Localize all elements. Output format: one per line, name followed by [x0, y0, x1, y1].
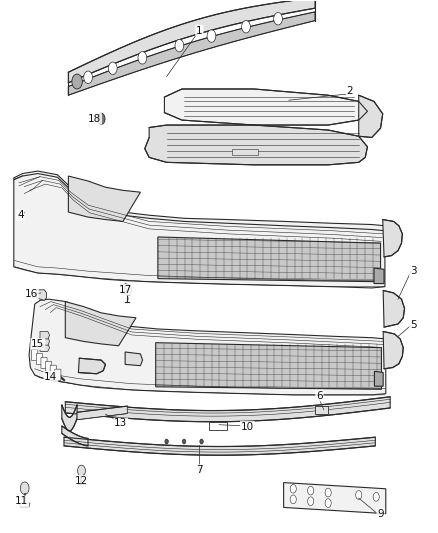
Circle shape: [207, 30, 216, 42]
Circle shape: [242, 20, 251, 33]
Text: 3: 3: [410, 266, 417, 276]
Polygon shape: [77, 406, 127, 420]
Circle shape: [200, 439, 203, 444]
Polygon shape: [40, 344, 49, 351]
Polygon shape: [40, 338, 49, 345]
Polygon shape: [383, 290, 405, 327]
Text: 5: 5: [410, 320, 417, 330]
Polygon shape: [124, 284, 132, 295]
Polygon shape: [164, 89, 367, 125]
FancyBboxPatch shape: [41, 357, 47, 368]
Polygon shape: [232, 149, 258, 155]
Polygon shape: [14, 174, 385, 288]
Polygon shape: [383, 332, 403, 369]
Circle shape: [325, 488, 331, 497]
Polygon shape: [36, 290, 46, 301]
Polygon shape: [65, 397, 390, 422]
Circle shape: [307, 497, 314, 506]
Polygon shape: [383, 220, 403, 257]
Circle shape: [109, 62, 117, 75]
Polygon shape: [374, 372, 383, 386]
Polygon shape: [29, 299, 386, 395]
Polygon shape: [315, 406, 328, 414]
Text: 10: 10: [241, 422, 254, 432]
Polygon shape: [209, 422, 227, 430]
Circle shape: [78, 465, 85, 477]
FancyBboxPatch shape: [36, 353, 42, 365]
FancyBboxPatch shape: [32, 350, 38, 361]
Polygon shape: [158, 237, 381, 282]
Polygon shape: [62, 405, 77, 431]
Text: 15: 15: [31, 339, 44, 349]
Polygon shape: [62, 426, 88, 446]
Polygon shape: [155, 343, 381, 389]
Circle shape: [290, 495, 296, 504]
Polygon shape: [359, 95, 383, 138]
Polygon shape: [14, 171, 385, 233]
Text: 7: 7: [196, 465, 203, 475]
Text: 11: 11: [15, 496, 28, 506]
Text: 4: 4: [17, 210, 24, 220]
Text: 2: 2: [346, 86, 353, 96]
Polygon shape: [68, 0, 315, 83]
Polygon shape: [284, 482, 386, 514]
Circle shape: [97, 113, 105, 124]
Text: 13: 13: [114, 418, 127, 429]
Polygon shape: [374, 268, 384, 284]
Circle shape: [356, 491, 362, 499]
Text: 1: 1: [196, 26, 203, 36]
Polygon shape: [68, 12, 315, 95]
Circle shape: [182, 439, 186, 444]
Circle shape: [325, 499, 331, 507]
Text: 14: 14: [44, 372, 57, 382]
Circle shape: [175, 39, 184, 52]
Polygon shape: [145, 125, 367, 165]
Polygon shape: [64, 437, 375, 455]
FancyBboxPatch shape: [46, 361, 52, 373]
Polygon shape: [125, 352, 143, 366]
Text: 18: 18: [88, 114, 101, 124]
Text: 12: 12: [75, 475, 88, 486]
Polygon shape: [40, 332, 49, 339]
Circle shape: [373, 492, 379, 501]
Circle shape: [274, 12, 283, 25]
FancyBboxPatch shape: [55, 369, 61, 381]
Polygon shape: [49, 370, 61, 381]
Text: 17: 17: [119, 285, 132, 295]
Text: 9: 9: [377, 508, 384, 519]
Polygon shape: [78, 358, 106, 374]
Polygon shape: [65, 302, 136, 346]
Circle shape: [307, 486, 314, 495]
Circle shape: [20, 482, 29, 495]
Circle shape: [72, 74, 82, 89]
Polygon shape: [19, 503, 30, 507]
Circle shape: [290, 484, 296, 493]
Text: 6: 6: [316, 391, 323, 400]
Polygon shape: [68, 176, 141, 221]
Text: 16: 16: [25, 289, 38, 299]
Circle shape: [84, 71, 92, 84]
Circle shape: [165, 439, 168, 444]
FancyBboxPatch shape: [50, 365, 56, 376]
Circle shape: [138, 52, 147, 64]
